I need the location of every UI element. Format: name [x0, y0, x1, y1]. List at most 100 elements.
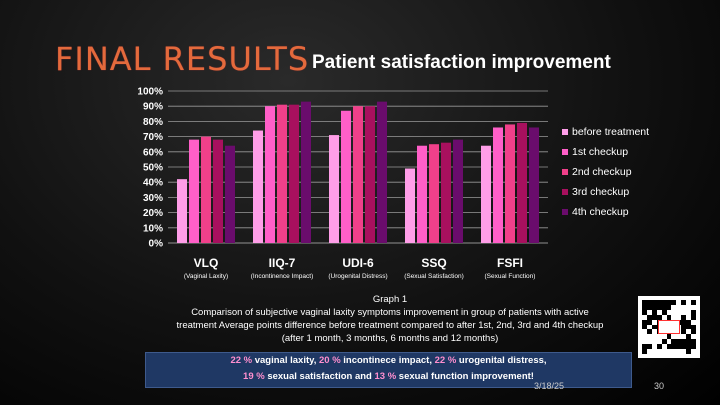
legend-label: 4th checkup	[572, 206, 629, 218]
qr-module	[691, 334, 696, 340]
qr-module	[656, 304, 662, 310]
qr-module	[666, 344, 672, 350]
qr-module	[646, 314, 652, 320]
legend-label: 3rd checkup	[572, 186, 629, 198]
x-category-sublabel: (Vaginal Laxity)	[184, 273, 228, 280]
qr-module	[646, 329, 652, 335]
qr-module	[691, 344, 696, 350]
qr-module	[666, 304, 672, 310]
qr-module	[646, 309, 652, 315]
qr-module	[686, 309, 692, 315]
legend-swatch	[562, 129, 568, 135]
qr-module	[671, 339, 677, 345]
qr-module	[642, 339, 647, 345]
qr-module	[646, 304, 652, 310]
summary-pct-sexual-function: 13 %	[374, 371, 397, 382]
summary-line-2: 19 % sexual satisfaction and 13 % sexual…	[146, 369, 631, 385]
qr-module	[642, 344, 647, 350]
qr-module	[642, 324, 647, 330]
qr-module	[686, 349, 692, 354]
qr-code-icon[interactable]	[638, 296, 700, 358]
qr-module	[671, 334, 677, 340]
bar	[481, 145, 491, 243]
qr-module	[656, 339, 662, 345]
qr-module	[661, 314, 667, 320]
graph-caption: Graph 1 Comparison of subjective vaginal…	[130, 293, 650, 345]
qr-module	[681, 324, 687, 330]
summary-text-sexual-satisfaction: sexual satisfaction and	[264, 371, 375, 382]
qr-module	[671, 314, 677, 320]
qr-module	[686, 344, 692, 350]
qr-module	[686, 334, 692, 340]
qr-module	[666, 349, 672, 354]
bar	[493, 127, 503, 243]
slide-subheading: Patient satisfaction improvement	[312, 52, 611, 73]
qr-module	[671, 344, 677, 350]
bar	[429, 144, 439, 243]
qr-module	[646, 344, 652, 350]
qr-module	[656, 334, 662, 340]
qr-module	[691, 319, 696, 325]
bar	[213, 139, 223, 243]
qr-module	[661, 344, 667, 350]
bar	[189, 139, 199, 243]
bar	[301, 101, 311, 243]
legend-swatch	[562, 189, 568, 195]
y-tick-label: 20%	[143, 208, 163, 219]
bar	[453, 139, 463, 243]
x-category-sublabel: (Urogenital Distress)	[328, 273, 387, 280]
qr-module	[646, 349, 652, 354]
qr-module	[676, 304, 682, 310]
bar	[517, 122, 527, 243]
qr-module	[656, 314, 662, 320]
qr-module	[676, 309, 682, 315]
summary-pct-incontinence: 20 %	[318, 355, 341, 366]
qr-module	[681, 300, 687, 305]
bar	[417, 145, 427, 243]
qr-module	[681, 329, 687, 335]
qr-module	[691, 349, 696, 354]
bar	[201, 136, 211, 243]
summary-pct-sexual-satisfaction: 19 %	[243, 371, 265, 382]
x-category-sublabel: (Incontinence Impact)	[251, 273, 314, 280]
summary-text-urogenital: urogenital distress,	[456, 355, 547, 366]
qr-module	[646, 334, 652, 340]
x-category-sublabel: (Sexual Function)	[485, 273, 536, 280]
qr-module	[651, 329, 657, 335]
x-category-label: SSQ	[421, 256, 446, 270]
qr-module	[681, 344, 687, 350]
summary-text-sexual-function: sexual function improvement!	[396, 371, 534, 382]
summary-text-vaginal-laxity: vaginal laxity,	[252, 355, 319, 366]
qr-module	[681, 349, 687, 354]
bar	[329, 135, 339, 243]
qr-module	[651, 344, 657, 350]
qr-module	[651, 304, 657, 310]
qr-module	[656, 349, 662, 354]
qr-module	[676, 300, 682, 305]
bar	[441, 142, 451, 243]
qr-module	[651, 324, 657, 330]
legend-swatch	[562, 209, 568, 215]
legend-label: 1st checkup	[572, 146, 628, 158]
qr-module	[656, 300, 662, 305]
qr-module	[681, 339, 687, 345]
qr-module	[691, 314, 696, 320]
y-tick-label: 90%	[143, 102, 163, 113]
qr-module	[642, 349, 647, 354]
qr-module	[642, 334, 647, 340]
y-tick-label: 60%	[143, 147, 163, 158]
qr-module	[651, 309, 657, 315]
qr-module	[681, 314, 687, 320]
qr-module	[676, 334, 682, 340]
x-category-label: UDI-6	[342, 256, 374, 270]
bar	[177, 179, 187, 243]
bar	[289, 104, 299, 244]
qr-module	[691, 300, 696, 305]
qr-module	[651, 339, 657, 345]
qr-module	[642, 329, 647, 335]
y-tick-label: 100%	[137, 87, 163, 98]
slide-heading: FINAL RESULTS	[55, 40, 310, 78]
y-tick-label: 70%	[143, 132, 163, 143]
y-tick-label: 50%	[143, 163, 163, 174]
